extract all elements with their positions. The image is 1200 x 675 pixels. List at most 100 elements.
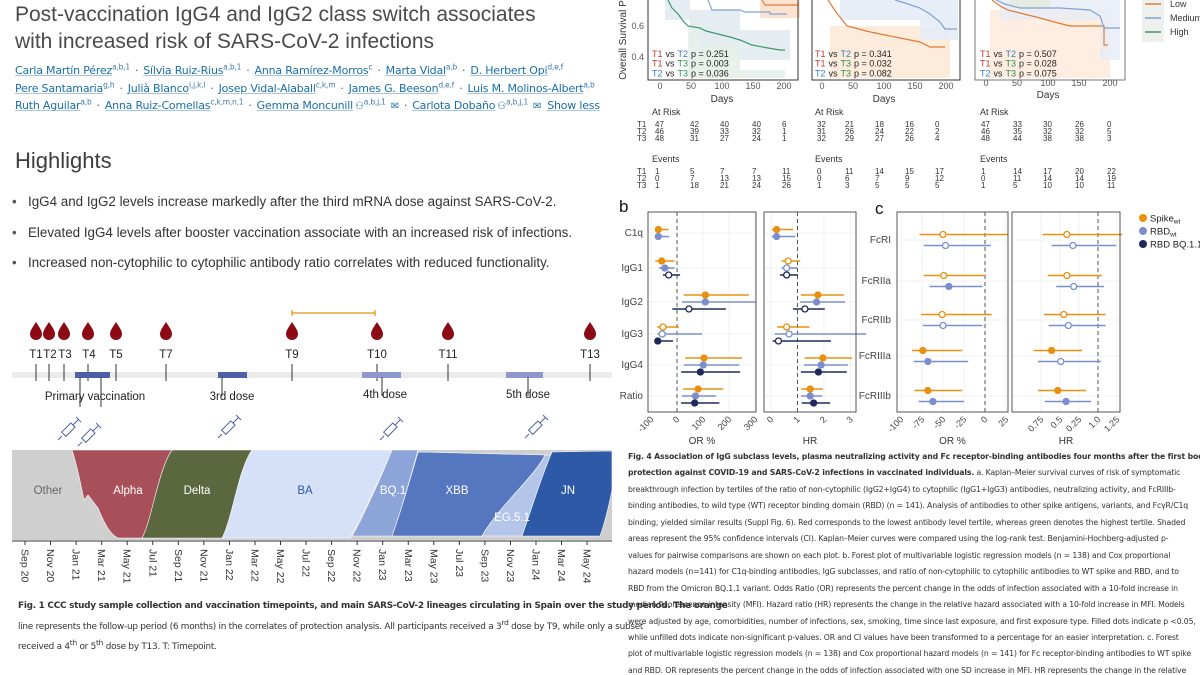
events-value: 21	[720, 181, 729, 190]
km-xtick: 150	[1071, 78, 1086, 88]
at-risk-value: 32	[1075, 127, 1084, 136]
blood-drop-icon	[371, 322, 383, 340]
month-label: Nov 21	[197, 549, 209, 582]
author-link[interactable]: James G. Beeson	[348, 81, 439, 95]
blood-drop-icon	[58, 322, 70, 340]
author-link[interactable]: Anna Ruiz-Comellas	[104, 99, 211, 113]
author-link[interactable]: Gemma Moncunill	[256, 99, 354, 113]
caption-text: dose by T9, while only a subset	[508, 621, 644, 632]
month-label: Nov 22	[351, 549, 363, 582]
author-affiliation: a,b,1	[112, 62, 130, 72]
events-value: 12	[935, 174, 944, 183]
km-xtick: 100	[876, 81, 891, 91]
estimate-dot-open	[685, 305, 693, 313]
month-label: May 24	[581, 549, 593, 584]
tertile-label: T2	[678, 49, 689, 59]
events-value: 11	[782, 167, 791, 176]
month-label: May 22	[274, 549, 286, 584]
caption-line: areas represent the 95% confidence inter…	[628, 534, 1169, 544]
events-value: 1	[981, 167, 986, 176]
panel-label-b: b	[619, 197, 628, 216]
caption-line: binding, yielded similar results (Suppl …	[628, 517, 1186, 527]
author-link[interactable]: Anna Ramírez-Morros	[254, 64, 369, 77]
author-link[interactable]: D. Herbert Opi	[470, 64, 548, 77]
blood-drop-icon	[110, 322, 122, 340]
estimate-dot-filled	[812, 298, 821, 306]
highlights-list: • IgG4 and IgG2 levels increase markedly …	[12, 194, 572, 286]
syringe-icon	[379, 416, 404, 441]
author-link[interactable]: Sílvia Ruiz-Rius	[143, 64, 224, 77]
at-risk-value: 35	[1013, 127, 1022, 136]
author-link[interactable]: Luis M. Molinos-Albert	[467, 81, 584, 95]
estimate-dot-open	[774, 337, 783, 345]
at-risk-value: 0	[935, 120, 940, 129]
at-risk-value: 24	[875, 127, 884, 136]
events-value: 0	[817, 167, 822, 176]
estimate-dot-filled	[700, 354, 708, 362]
p-value: p = 0.003	[691, 59, 729, 69]
author-link[interactable]: Marta Vidal	[385, 64, 446, 77]
row-label: T1	[637, 167, 647, 176]
estimate-dot-open	[938, 310, 946, 319]
at-risk-value: 47	[655, 120, 664, 129]
km-curve-high	[667, 0, 785, 51]
mail-icon[interactable]: ✉	[387, 101, 399, 113]
events-value: 0	[981, 174, 986, 183]
estimate-dot-open	[939, 321, 947, 330]
month-label: Jan 23	[376, 549, 388, 581]
axis-tick-label: -100	[636, 414, 656, 434]
p-value: p = 0.341	[854, 49, 892, 59]
km-xtick: 100	[714, 81, 729, 91]
events-value: 26	[782, 181, 791, 190]
km-curve-medium	[995, 0, 1120, 29]
month-label: Mar 24	[555, 549, 567, 582]
estimate-dot-filled	[929, 397, 937, 406]
vs-text: vs	[829, 59, 839, 69]
km-xtick: 50	[686, 81, 696, 91]
estimate-dot-open	[940, 271, 948, 280]
vs-text: vs	[829, 49, 839, 59]
estimate-dot-open	[1069, 241, 1077, 250]
axis-title: HR	[803, 436, 817, 447]
estimate-dot-filled	[701, 291, 709, 299]
tertile-label: T3	[1006, 59, 1017, 69]
events-value: 13	[752, 174, 761, 183]
km-xlabel: Days	[711, 94, 734, 105]
tertile-label: T2	[980, 68, 991, 78]
bullet-icon: •	[12, 224, 17, 240]
separator: ·	[462, 64, 466, 77]
month-label: Nov 23	[504, 549, 516, 582]
highlight-item: • Increased non-cytophilic to cytophilic …	[12, 255, 572, 286]
estimate-dot-open	[784, 257, 792, 265]
show-less-link[interactable]: Show less	[547, 99, 600, 113]
separator: ·	[246, 64, 250, 77]
axis-tick-label: 0	[765, 414, 776, 425]
author-link[interactable]: Josep Vidal-Alaball	[218, 81, 316, 95]
author-link[interactable]: Carlota Dobaño	[412, 99, 496, 113]
at-risk-value: 40	[720, 120, 729, 129]
at-risk-value: 26	[905, 134, 914, 143]
legend-medium: Medium	[1170, 13, 1200, 23]
author-link[interactable]: Julià Blanco	[127, 81, 189, 95]
km-curve-medium	[894, 0, 957, 30]
author-link[interactable]: Carla Martín Pérez	[15, 64, 113, 77]
estimate-dot-filled	[819, 354, 827, 362]
author-link[interactable]: Pere Santamaria	[15, 81, 104, 95]
mail-icon[interactable]: ✉	[530, 101, 542, 113]
km-panel-3	[974, 0, 1126, 81]
bullet-icon: •	[12, 194, 17, 209]
km-pvalue: T2 vs T3 p = 0.082	[815, 68, 892, 78]
author-link[interactable]: Ruth Aguilar	[15, 99, 81, 113]
km-xtick: 200	[1102, 78, 1117, 88]
month-label: Mar 22	[248, 549, 260, 582]
month-label: Mar 23	[402, 549, 414, 582]
estimate-dot-open	[939, 230, 947, 239]
events-value: 7	[875, 174, 880, 183]
caption-sup: th	[69, 638, 77, 648]
caption-text: received a 4	[18, 642, 70, 652]
fig1-caption: Fig. 1 CCC study sample collection and v…	[18, 596, 728, 658]
month-label: Jul 22	[300, 549, 312, 577]
legend-label: RBD BQ.1.1	[1150, 240, 1200, 251]
month-label: Jul 23	[453, 549, 465, 577]
month-label: Jan 21	[70, 549, 82, 581]
